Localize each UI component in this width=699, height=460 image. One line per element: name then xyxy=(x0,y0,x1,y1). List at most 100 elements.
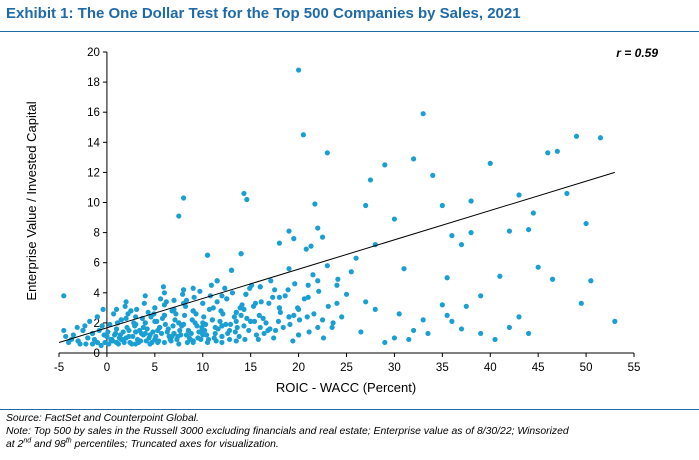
data-point xyxy=(525,226,532,233)
data-point xyxy=(257,284,263,290)
data-point xyxy=(335,276,341,282)
data-point xyxy=(282,293,288,299)
data-point xyxy=(146,335,152,341)
y-tick-label: 6 xyxy=(94,258,100,270)
data-point xyxy=(224,296,230,302)
data-point xyxy=(578,300,584,306)
data-point xyxy=(142,320,148,326)
data-point xyxy=(396,311,402,317)
data-point xyxy=(180,195,187,201)
data-point xyxy=(343,291,350,297)
data-point xyxy=(382,162,388,168)
data-point xyxy=(197,288,203,294)
data-point xyxy=(161,290,168,296)
data-point xyxy=(291,236,297,242)
data-point xyxy=(391,335,398,341)
data-point xyxy=(311,311,317,317)
data-point xyxy=(263,320,269,326)
y-tick-label: 2 xyxy=(94,318,100,330)
data-point xyxy=(265,327,271,334)
y-tick-label: 20 xyxy=(87,47,100,59)
note-line-2-a: at 2 xyxy=(6,439,24,450)
data-point xyxy=(189,317,195,323)
data-point xyxy=(304,314,310,320)
data-point xyxy=(406,336,412,343)
data-point xyxy=(217,318,223,324)
data-point xyxy=(535,264,541,270)
data-point xyxy=(228,267,235,273)
data-point xyxy=(280,324,286,331)
data-point xyxy=(276,294,283,300)
data-point xyxy=(115,341,122,347)
data-point xyxy=(161,302,168,308)
data-point xyxy=(232,329,238,335)
data-point xyxy=(210,305,216,311)
data-point xyxy=(63,333,69,340)
data-point xyxy=(238,312,244,318)
data-point xyxy=(315,324,321,331)
data-point xyxy=(319,317,326,323)
data-point xyxy=(305,282,311,288)
data-point xyxy=(256,312,262,318)
data-point xyxy=(564,190,570,197)
data-points xyxy=(61,67,618,349)
data-point xyxy=(449,318,455,324)
data-point xyxy=(382,339,388,346)
data-point xyxy=(367,177,374,183)
correlation-annotation: r = 0.59 xyxy=(616,46,658,60)
data-point xyxy=(100,306,106,312)
data-point xyxy=(74,324,80,331)
data-point xyxy=(241,190,247,197)
data-point xyxy=(118,317,124,323)
data-point xyxy=(258,299,264,305)
data-point xyxy=(497,273,503,279)
y-tick-label: 4 xyxy=(94,288,101,300)
data-point xyxy=(131,320,137,326)
data-point xyxy=(233,318,239,324)
data-point xyxy=(162,321,168,328)
data-point xyxy=(244,196,250,203)
data-point xyxy=(295,306,302,312)
data-point xyxy=(147,341,153,347)
data-point xyxy=(243,291,249,297)
data-point xyxy=(218,308,224,314)
data-point xyxy=(257,324,263,331)
data-point xyxy=(612,318,618,324)
footer-rule xyxy=(0,409,699,410)
data-point xyxy=(334,282,340,288)
data-point xyxy=(363,202,369,209)
data-point xyxy=(420,317,426,323)
data-point xyxy=(305,294,311,300)
data-point xyxy=(85,335,91,341)
x-tick-label: 10 xyxy=(196,362,209,374)
data-point xyxy=(183,332,190,338)
data-point xyxy=(200,320,206,326)
data-point xyxy=(229,290,236,296)
data-point xyxy=(181,312,188,318)
data-point xyxy=(325,303,331,309)
data-point xyxy=(525,330,532,337)
data-point xyxy=(303,246,309,252)
data-point xyxy=(118,336,124,343)
y-tick-label: 12 xyxy=(87,167,100,179)
data-point xyxy=(99,323,105,329)
data-point xyxy=(122,303,128,309)
data-point xyxy=(80,327,86,334)
data-point xyxy=(177,327,183,334)
data-point xyxy=(190,285,196,291)
data-point xyxy=(140,324,146,331)
data-point xyxy=(223,321,229,328)
y-tick-label: 18 xyxy=(87,77,100,89)
data-point xyxy=(468,198,474,204)
x-tick-label: 35 xyxy=(436,362,449,374)
data-point xyxy=(320,335,327,341)
note-line-2: at 2nd and 98th percentiles; Truncated a… xyxy=(6,438,696,451)
x-tick-label: 25 xyxy=(340,362,353,374)
y-tick-label: 16 xyxy=(87,107,100,119)
data-point xyxy=(200,300,206,306)
data-point xyxy=(530,210,536,216)
data-point xyxy=(420,111,426,117)
data-point xyxy=(290,338,296,344)
data-point xyxy=(204,339,211,346)
data-point xyxy=(271,335,277,341)
